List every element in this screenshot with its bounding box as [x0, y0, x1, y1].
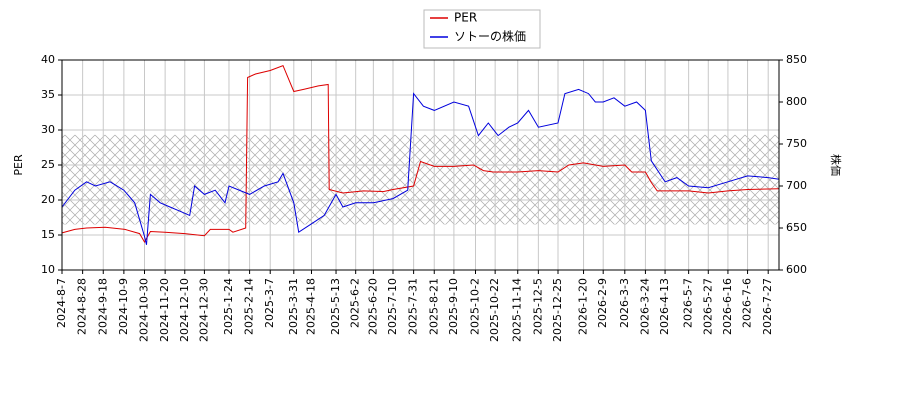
x-tick-label: 2025-9-10	[447, 278, 460, 335]
series-line	[61, 88, 780, 245]
x-tick-label: 2024-12-30	[197, 278, 210, 342]
x-tick-label: 2026-3-3	[618, 278, 631, 328]
x-tick-label: 2025-10-2	[469, 278, 482, 335]
x-tick-label: 2026-7-6	[741, 278, 754, 328]
x-tick-label: 2024-12-10	[178, 278, 191, 342]
x-tick-label: 2024-10-30	[138, 278, 151, 342]
x-tick-label: 2025-4-18	[304, 278, 317, 335]
band	[62, 134, 779, 225]
x-tick-label: 2025-5-13	[329, 278, 342, 335]
legend-label: PER	[454, 11, 477, 25]
x-tick-label: 2025-6-2	[349, 278, 362, 328]
y-tick-label: 35	[41, 88, 55, 101]
x-tick-label: 2026-7-27	[761, 278, 774, 335]
x-tick-label: 2025-1-24	[222, 278, 235, 335]
legend-label: ソトーの株価	[454, 29, 526, 44]
y-tick-label: 20	[41, 193, 55, 206]
x-tick-label: 2024-8-7	[55, 278, 68, 328]
y2-tick-label: 750	[786, 137, 807, 150]
x-tick-label: 2025-3-31	[287, 278, 300, 335]
x-tick-label: 2025-7-31	[407, 278, 420, 335]
y2-tick-label: 850	[786, 53, 807, 66]
y-tick-label: 25	[41, 158, 55, 171]
x-tick-label: 2026-4-13	[658, 278, 671, 335]
y-tick-label: 40	[41, 53, 55, 66]
y2-tick-label: 800	[786, 95, 807, 108]
y2-tick-label: 650	[786, 221, 807, 234]
x-tick-label: 2025-10-22	[488, 278, 501, 342]
x-tick-label: 2024-8-28	[76, 278, 89, 335]
x-tick-label: 2025-3-7	[263, 278, 276, 328]
x-tick-label: 2026-1-20	[577, 278, 590, 335]
x-tick-label: 2025-12-5	[531, 278, 544, 335]
series-line	[61, 64, 780, 244]
x-tick-label: 2024-9-18	[96, 278, 109, 335]
y-axis-label: PER	[12, 154, 25, 176]
x-tick-label: 2026-3-24	[638, 278, 651, 335]
x-tick-label: 2025-8-21	[427, 278, 440, 335]
y-tick-label: 30	[41, 123, 55, 136]
x-tick-label: 2025-7-10	[386, 278, 399, 335]
y-tick-label: 15	[41, 228, 55, 241]
x-tick-label: 2026-2-9	[596, 278, 609, 328]
y2-tick-label: 700	[786, 179, 807, 192]
legend	[423, 9, 541, 49]
x-tick-label: 2026-5-7	[682, 278, 695, 328]
x-tick-label: 2025-2-14	[243, 278, 256, 335]
y2-tick-label: 600	[786, 263, 807, 276]
x-tick-label: 2025-12-25	[551, 278, 564, 342]
x-tick-label: 2024-11-20	[158, 278, 171, 342]
x-tick-label: 2025-11-14	[511, 278, 524, 342]
x-tick-label: 2025-6-20	[366, 278, 379, 335]
y2-axis-label: 株価	[829, 154, 843, 176]
x-tick-label: 2026-5-27	[701, 278, 714, 335]
x-tick-label: 2024-10-9	[117, 278, 130, 335]
x-tick-label: 2026-6-16	[721, 278, 734, 335]
y-tick-label: 10	[41, 263, 55, 276]
